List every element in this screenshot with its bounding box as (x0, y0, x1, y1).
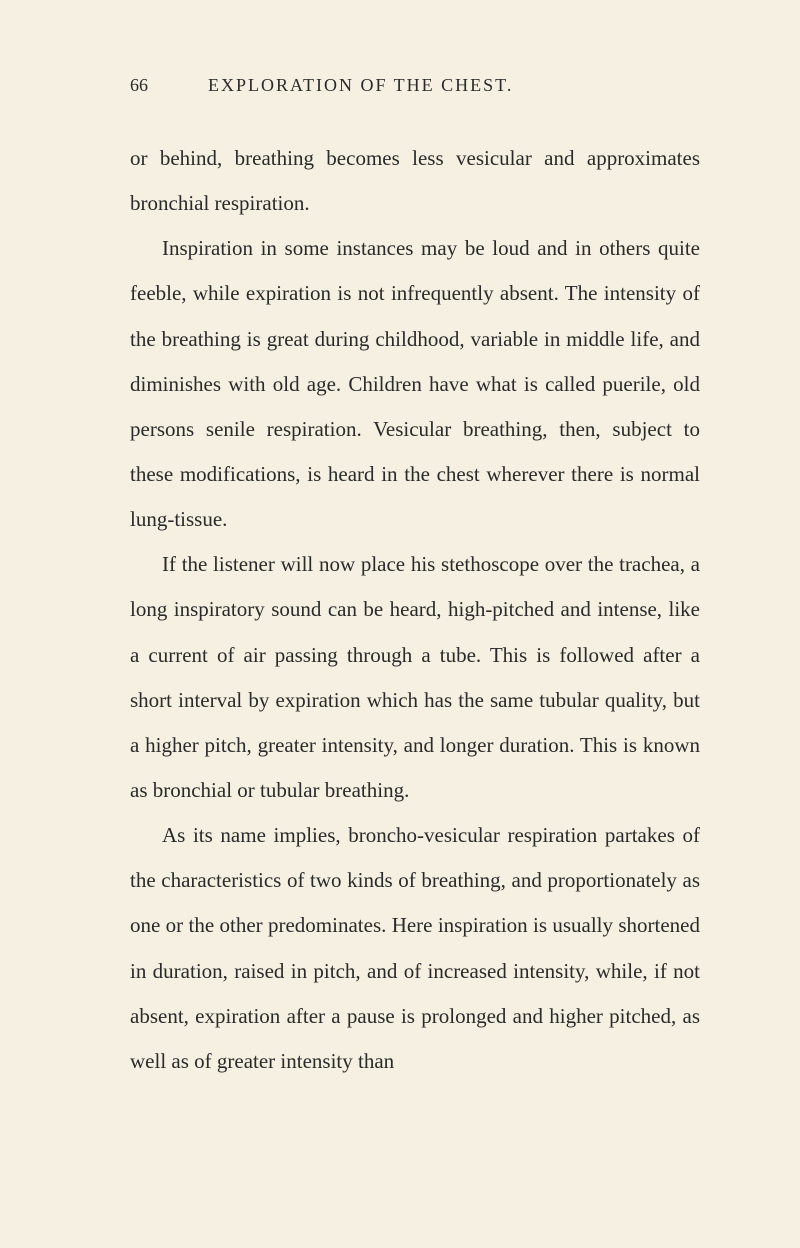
chapter-title: EXPLORATION OF THE CHEST. (208, 75, 513, 96)
paragraph-1: or behind, breathing becomes less vesicu… (130, 136, 700, 226)
page-header: 66 EXPLORATION OF THE CHEST. (130, 75, 700, 96)
paragraph-3: If the listener will now place his steth… (130, 542, 700, 813)
paragraph-4: As its name implies, broncho-vesicular r… (130, 813, 700, 1084)
page-number: 66 (130, 75, 148, 96)
paragraph-2: Inspiration in some instances may be lou… (130, 226, 700, 542)
page-content: 66 EXPLORATION OF THE CHEST. or behind, … (0, 0, 800, 1144)
